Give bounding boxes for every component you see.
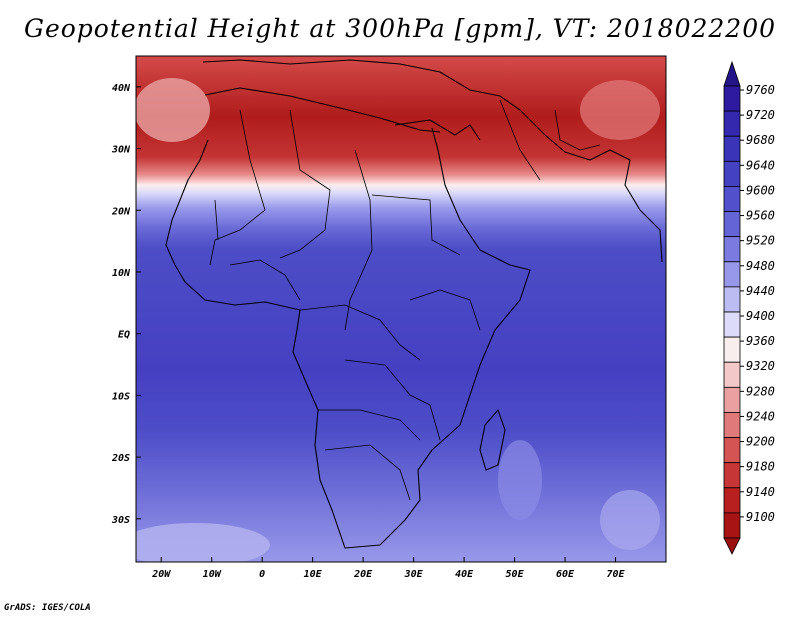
- colorbar-label: 9720: [746, 108, 775, 122]
- colorbar: 9760 9720 9680 9640 9600 9560 9520 9480 9440 9400…: [723, 60, 775, 555]
- x-tick-label: 30E: [404, 569, 424, 580]
- colorbar-label: 9440: [746, 284, 775, 298]
- colorbar-label: 9560: [746, 209, 775, 223]
- x-tick-label: 0: [259, 569, 265, 580]
- colorbar-label: 9520: [746, 234, 775, 248]
- colorbar-label: 9760: [746, 83, 775, 97]
- colorbar-swatch: [723, 412, 741, 438]
- colorbar-swatch: [723, 211, 741, 238]
- colorbar-top-arrow: [723, 60, 741, 87]
- colorbar-bottom-arrow: [723, 537, 741, 555]
- height-field-feature: [580, 80, 660, 140]
- x-tick-label: 40E: [455, 569, 474, 580]
- y-tick-label: 30N: [111, 145, 131, 156]
- colorbar-label: 9360: [746, 334, 775, 348]
- y-tick-label: 10N: [112, 268, 131, 279]
- colorbar-swatch: [723, 160, 741, 187]
- colorbar-label: 9400: [746, 309, 775, 323]
- height-field-feature: [136, 523, 270, 562]
- colorbar-label: 9180: [746, 460, 775, 474]
- x-tick-label: 60E: [556, 569, 575, 580]
- colorbar-label: 9680: [746, 133, 775, 147]
- colorbar-label: 9280: [746, 384, 775, 398]
- colorbar-swatch: [723, 311, 741, 338]
- colorbar-swatch: [723, 261, 741, 288]
- coastlines: [165, 59, 663, 549]
- colorbar-label: 9240: [746, 409, 775, 423]
- colorbar-swatch: [723, 361, 741, 388]
- colorbar-swatch: [723, 186, 741, 212]
- height-field-feature: [600, 490, 660, 550]
- x-tick-label: 10E: [304, 569, 323, 580]
- map-title: Geopotential Height at 300hPa [gpm], VT:…: [23, 14, 777, 43]
- colorbar-swatch: [723, 236, 741, 263]
- colorbar-label: 9640: [746, 158, 775, 172]
- y-tick-label: 20N: [111, 206, 131, 217]
- colorbar-label: 9600: [746, 183, 775, 197]
- colorbar-label: 9200: [746, 435, 775, 449]
- grads-credit: GrADS: IGES/COLA: [4, 603, 91, 613]
- height-field: [136, 56, 666, 562]
- colorbar-swatch: [723, 135, 741, 162]
- country-borders: [209, 99, 601, 501]
- colorbar-swatch: [723, 487, 741, 514]
- colorbar-swatch: [723, 512, 741, 539]
- x-tick-label: 70E: [606, 569, 625, 580]
- latitude-axis: 40N 30N 20N 10N EQ 10S 20S 30S: [111, 83, 141, 526]
- colorbar-swatch: [723, 437, 741, 464]
- colorbar-swatch: [723, 336, 741, 363]
- y-tick-label: 20S: [111, 453, 130, 464]
- colorbar-swatch: [723, 110, 741, 137]
- colorbar-label: 9320: [746, 359, 775, 373]
- y-tick-label: 30S: [111, 515, 130, 526]
- y-tick-label: 40N: [112, 83, 131, 94]
- height-field-feature: [498, 440, 542, 520]
- colorbar-swatch: [723, 85, 741, 112]
- colorbar-swatch: [723, 286, 741, 313]
- longitude-axis: 20W 10W 0 10E 20E 30E 40E 50E 60E 70E: [151, 557, 626, 580]
- colorbar-swatch: [723, 462, 741, 489]
- y-tick-label: 10S: [112, 391, 130, 402]
- map-frame: [135, 55, 667, 563]
- colorbar-label: 9100: [746, 510, 775, 524]
- x-tick-label: 10W: [203, 569, 222, 580]
- colorbar-label: 9480: [746, 259, 775, 273]
- x-tick-label: 50E: [506, 569, 525, 580]
- height-field-feature: [136, 78, 210, 142]
- x-tick-label: 20W: [151, 569, 171, 580]
- colorbar-swatch: [723, 386, 741, 413]
- x-tick-label: 20E: [353, 569, 373, 580]
- y-tick-label: EQ: [118, 330, 130, 341]
- colorbar-label: 9140: [746, 485, 775, 499]
